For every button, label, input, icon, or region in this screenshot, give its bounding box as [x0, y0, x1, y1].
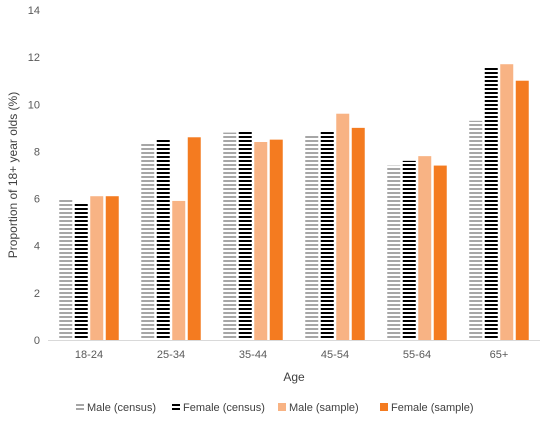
- x-tick-label: 25-34: [157, 349, 185, 361]
- x-tick-label: 45-54: [321, 349, 349, 361]
- bar-male-sample-65+: [500, 64, 514, 340]
- bar-male-census-35-44: [223, 132, 237, 340]
- bar-male-sample-25-34: [172, 200, 186, 340]
- bar-male-census-65+: [469, 120, 483, 341]
- legend: Male (census) Female (census) Male (sample…: [76, 402, 474, 414]
- bar-male-census-45-54: [305, 134, 319, 340]
- legend-label: Male (census): [87, 402, 156, 414]
- bar-female-census-25-34: [156, 139, 170, 340]
- bar-female-census-65+: [484, 66, 498, 341]
- bars: [59, 64, 529, 341]
- x-axis-ticks: 18-24 25-34 35-44 45-54 55-64 65+: [75, 349, 508, 361]
- y-tick-label: 6: [34, 194, 40, 206]
- bar-female-sample-55-64: [433, 165, 447, 340]
- x-tick-label: 65+: [490, 349, 509, 361]
- y-tick-label: 0: [34, 335, 40, 347]
- legend-label: Female (census): [183, 402, 265, 414]
- legend-swatch: [76, 403, 84, 411]
- y-axis-title: Proportion of 18+ year olds (%): [6, 92, 20, 258]
- bar-female-census-45-54: [320, 130, 334, 340]
- legend-label: Female (sample): [391, 402, 474, 414]
- y-tick-label: 12: [28, 52, 40, 64]
- x-tick-label: 18-24: [75, 349, 103, 361]
- bar-female-sample-25-34: [187, 137, 201, 340]
- bar-male-sample-45-54: [336, 113, 350, 340]
- bar-male-sample-55-64: [418, 156, 432, 340]
- bar-female-census-18-24: [74, 203, 88, 340]
- bar-female-sample-45-54: [351, 127, 365, 340]
- bar-female-sample-35-44: [269, 139, 283, 340]
- x-tick-label: 55-64: [403, 349, 431, 361]
- y-tick-label: 8: [34, 146, 40, 158]
- bar-male-census-55-64: [387, 165, 401, 340]
- x-tick-label: 35-44: [239, 349, 267, 361]
- legend-label: Male (sample): [289, 402, 359, 414]
- y-axis-ticks: 0 2 4 6 8 10 12 14: [28, 5, 40, 347]
- legend-swatch: [172, 403, 180, 411]
- bar-male-census-18-24: [59, 198, 73, 340]
- y-tick-label: 2: [34, 288, 40, 300]
- bar-female-census-35-44: [238, 130, 252, 340]
- bar-male-census-25-34: [141, 142, 155, 340]
- legend-swatch: [380, 403, 388, 411]
- bar-female-census-55-64: [402, 160, 416, 340]
- bar-female-sample-65+: [515, 80, 529, 340]
- y-tick-label: 4: [34, 241, 40, 253]
- legend-swatch: [278, 403, 286, 411]
- y-tick-label: 14: [28, 5, 40, 17]
- y-tick-label: 10: [28, 99, 40, 111]
- bar-male-sample-18-24: [90, 196, 104, 340]
- bar-male-sample-35-44: [254, 142, 268, 340]
- bar-female-sample-18-24: [105, 196, 119, 340]
- x-axis-title: Age: [283, 370, 305, 384]
